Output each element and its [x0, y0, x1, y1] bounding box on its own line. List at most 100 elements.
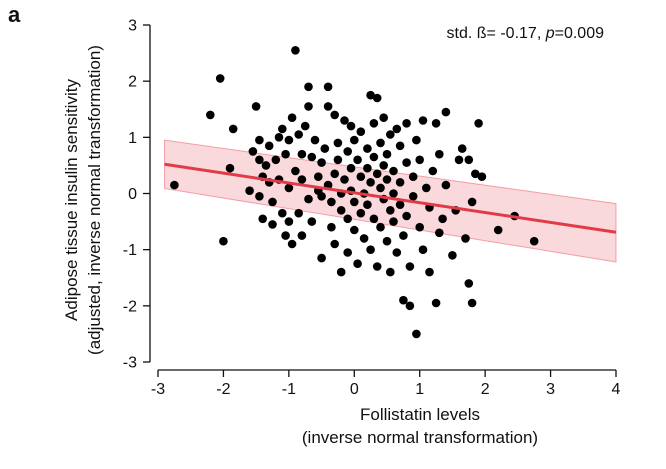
panel-label: a [8, 2, 21, 27]
data-point [395, 178, 405, 187]
data-point [327, 222, 336, 232]
data-point [287, 239, 297, 249]
data-point [333, 138, 343, 148]
data-point [274, 133, 284, 142]
data-point [251, 102, 261, 111]
data-point [372, 169, 382, 179]
data-point [225, 163, 235, 173]
data-point [340, 116, 349, 125]
data-point [471, 169, 480, 179]
data-point [366, 245, 375, 254]
data-point [320, 144, 330, 153]
data-point [323, 102, 333, 111]
data-point [353, 155, 362, 165]
data-point [261, 161, 271, 170]
data-point [343, 214, 353, 224]
data-point [415, 155, 425, 165]
data-point [386, 130, 395, 139]
data-point [415, 222, 425, 232]
data-point [418, 116, 428, 125]
data-point [343, 147, 353, 156]
data-point [304, 102, 313, 111]
data-point [376, 222, 385, 232]
data-point [307, 152, 317, 162]
stats-p-value: =0.009 [555, 25, 604, 42]
data-point [350, 197, 359, 207]
stats-p-label: p [545, 25, 555, 42]
data-point [287, 113, 297, 122]
data-point [464, 279, 474, 288]
data-point [284, 217, 294, 226]
data-point [356, 127, 366, 136]
data-point [402, 211, 411, 221]
data-point [356, 208, 366, 218]
data-point [336, 267, 346, 277]
data-point [461, 234, 470, 243]
x-tick-label: 4 [612, 381, 621, 398]
data-point [408, 192, 418, 201]
data-point [389, 189, 398, 198]
data-point [379, 113, 389, 122]
data-point [369, 119, 379, 128]
data-point [228, 124, 238, 134]
y-axis-title-line1: Adipose tissue insulin sensitivity [62, 79, 81, 321]
data-point [412, 329, 421, 339]
x-tick-label: -2 [216, 381, 230, 398]
data-point [340, 175, 349, 184]
data-point [170, 180, 179, 190]
data-point [405, 262, 415, 271]
confidence-band-layer [164, 139, 617, 263]
data-point [402, 119, 411, 128]
data-point [493, 225, 503, 235]
data-point [310, 135, 320, 145]
data-point [372, 262, 382, 271]
data-point [330, 169, 340, 179]
data-point [356, 172, 366, 181]
data-point [258, 214, 268, 224]
data-point [271, 155, 281, 165]
data-point [336, 206, 346, 215]
data-point [382, 175, 392, 184]
data-point [284, 183, 294, 193]
x-tick-label: -3 [151, 381, 165, 398]
data-point [278, 124, 287, 134]
data-point [405, 301, 415, 311]
x-tick-label: 2 [481, 381, 490, 398]
data-point [317, 158, 326, 167]
data-point [395, 141, 405, 151]
data-point [359, 234, 369, 243]
data-point [474, 119, 483, 128]
x-axis-ticks: -3 -2 -1 0 1 2 3 4 [151, 370, 621, 398]
data-point [343, 248, 353, 257]
regression-line-layer [164, 162, 617, 234]
data-point [350, 135, 359, 145]
data-point [369, 152, 379, 162]
data-point [529, 236, 539, 246]
data-point [376, 183, 385, 193]
data-points-layer [170, 46, 539, 339]
y-tick-label: -1 [123, 242, 137, 259]
data-point [330, 110, 340, 120]
x-axis-title-line2: (inverse normal transformation) [302, 428, 538, 447]
data-point [428, 166, 438, 176]
data-point [363, 163, 372, 173]
data-point [422, 183, 431, 193]
data-point [353, 259, 362, 269]
data-point [297, 231, 307, 240]
data-point [281, 231, 290, 240]
y-tick-label: 2 [128, 74, 137, 91]
data-point [372, 93, 382, 103]
data-point [333, 155, 343, 165]
data-point [435, 149, 444, 159]
data-point [467, 298, 477, 308]
data-point [431, 298, 441, 308]
y-axis-ticks: -3 -2 -1 0 1 2 3 [123, 18, 150, 372]
data-point [392, 248, 402, 257]
data-point [386, 206, 395, 215]
data-point [330, 239, 340, 249]
data-point [382, 236, 392, 246]
data-point [284, 135, 294, 145]
x-axis-title-line1: Follistatin levels [360, 405, 480, 424]
data-point [206, 110, 215, 120]
data-point [425, 267, 434, 277]
